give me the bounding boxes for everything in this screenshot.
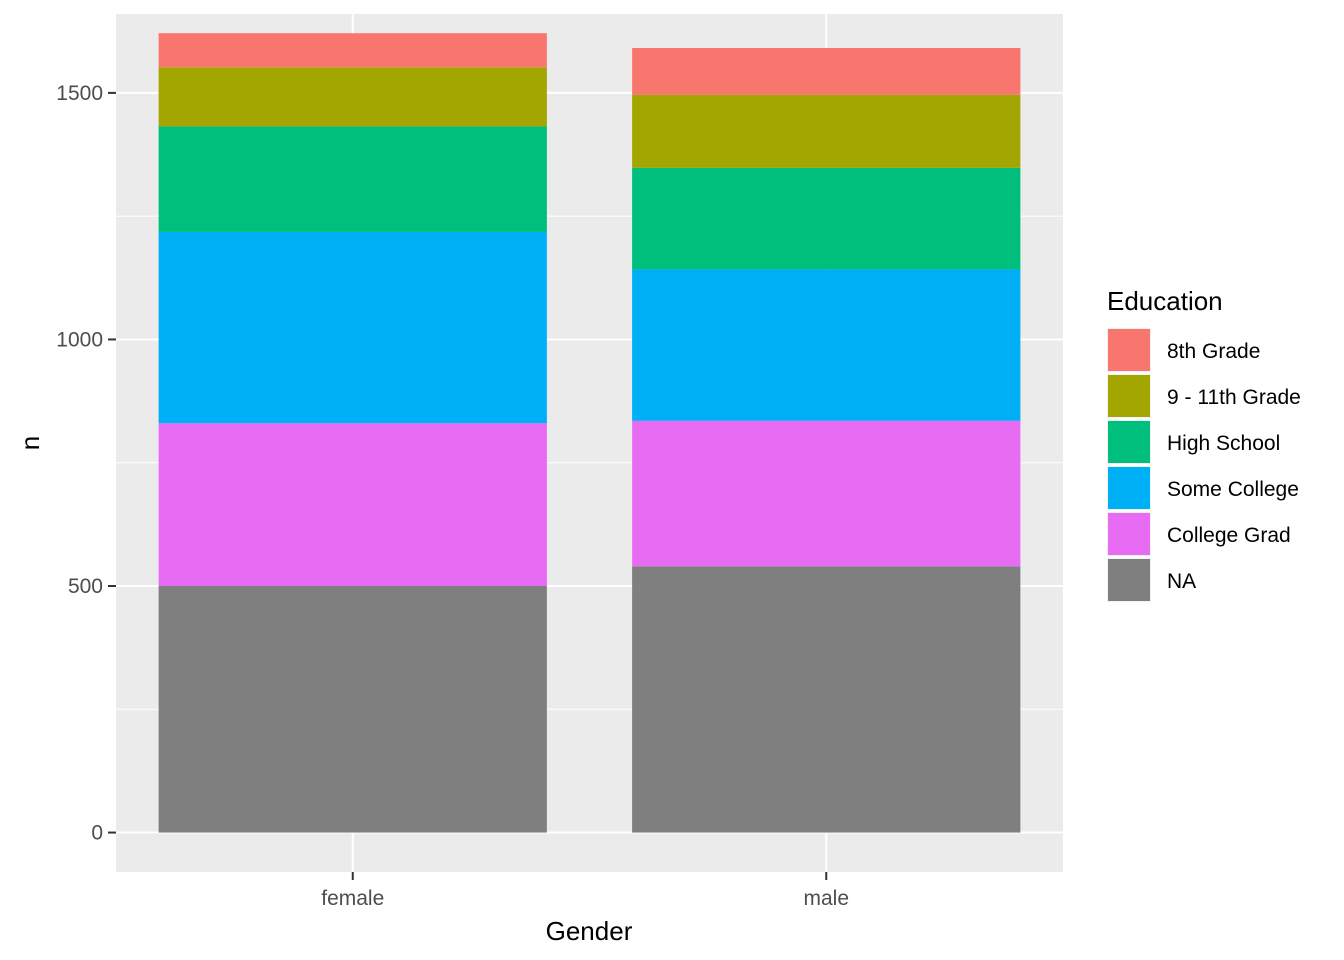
bar-segment	[158, 423, 547, 586]
legend-key	[1108, 513, 1150, 555]
legend-label: 9 - 11th Grade	[1167, 386, 1301, 409]
y-axis-title: n	[15, 436, 45, 450]
y-tick-label: 0	[91, 822, 103, 845]
legend-label: Some College	[1167, 478, 1299, 501]
bar-segment	[158, 33, 547, 68]
bar-segment	[632, 167, 1021, 270]
bar-segment	[632, 269, 1021, 421]
legend-label: College Grad	[1167, 524, 1291, 547]
legend-key	[1108, 329, 1150, 371]
y-tick-label: 1500	[56, 82, 103, 105]
x-axis: female male	[321, 872, 849, 910]
y-tick-label: 1000	[56, 328, 103, 351]
y-tick-label: 500	[68, 575, 103, 598]
legend-key	[1108, 467, 1150, 509]
y-axis: 0 500 1000 1500	[56, 82, 116, 845]
x-tick-label: male	[803, 887, 849, 910]
legend: Education 8th Grade 9 - 11th Grade High Sc…	[1107, 286, 1301, 602]
x-axis-title: Gender	[546, 916, 633, 946]
bars	[158, 33, 1021, 833]
legend-key	[1108, 559, 1150, 601]
x-tick-label: female	[321, 887, 384, 910]
legend-label: NA	[1167, 570, 1196, 593]
bar-segment	[158, 231, 547, 424]
legend-title: Education	[1107, 286, 1223, 316]
bar-segment	[158, 586, 547, 833]
bar-segment	[632, 48, 1021, 95]
bar-segment	[158, 67, 547, 127]
legend-key	[1108, 421, 1150, 463]
bar-segment	[632, 566, 1021, 833]
bar-segment	[632, 94, 1021, 168]
legend-label: High School	[1167, 432, 1280, 455]
bar-segment	[158, 126, 547, 232]
bar-segment	[632, 420, 1021, 567]
legend-key	[1108, 375, 1150, 417]
legend-label: 8th Grade	[1167, 340, 1260, 363]
